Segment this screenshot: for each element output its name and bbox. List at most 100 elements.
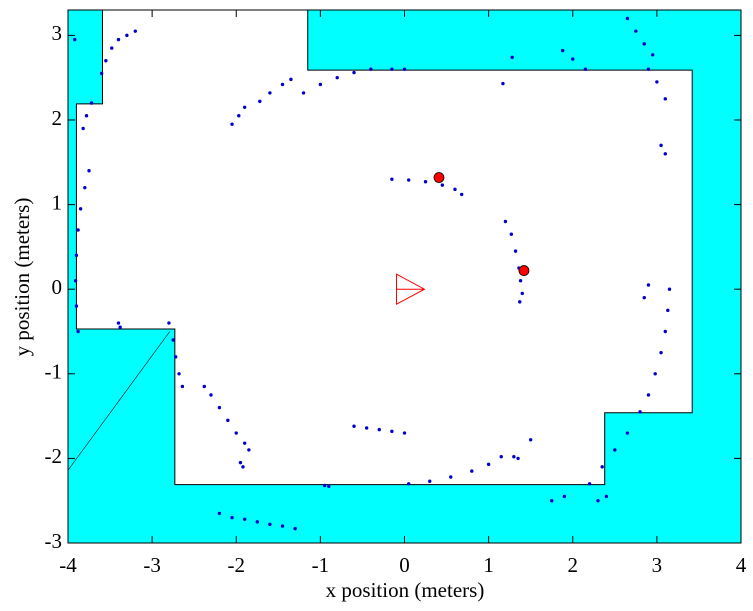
scan-point [499,455,503,459]
scan-point [217,511,222,516]
scan-point [125,33,129,38]
x-tick-label: -1 [312,553,330,577]
scan-point [327,484,331,489]
scan-point [293,526,297,531]
scan-point [663,152,667,156]
scan-point [258,99,262,104]
scan-point [83,185,87,190]
scan-point [550,498,554,503]
scan-point [646,67,651,71]
scan-point [76,228,80,232]
scan-point [583,67,588,71]
scan-point [659,350,663,355]
scan-point [73,37,77,42]
scan-point [659,143,663,148]
scan-point [423,180,428,184]
scan-point [560,48,565,53]
scan-point [518,279,523,283]
scan-point [118,325,122,329]
scan-point [449,475,453,479]
scan-point [73,279,78,283]
scan-point [84,114,89,118]
y-tick-label: 3 [52,21,63,45]
scan-point [230,122,234,126]
y-axis-label: y position (meters) [10,198,34,357]
scan-point [301,91,306,95]
scan-point [116,321,121,325]
x-tick-label: 0 [399,553,410,577]
scan-point [428,479,432,483]
scan-point [663,97,667,101]
scan-point [655,80,659,84]
landmark [518,265,530,276]
scan-point [440,183,445,187]
scan-point [209,393,213,397]
scan-point [503,219,508,224]
scan-point [390,67,394,71]
scan-point [510,55,514,60]
scan-point [76,329,80,334]
scan-point [653,372,657,376]
scan-point [167,321,171,325]
scan-point [74,304,79,308]
scan-point [470,469,474,473]
scan-point [402,431,407,435]
x-tick-label: -2 [228,553,246,577]
y-tick-label: -2 [45,444,63,468]
scan-point [226,418,230,423]
y-tick-label: -3 [45,529,63,553]
x-tick-label: 4 [736,553,747,577]
scan-point [512,455,516,459]
scan-point [87,169,91,173]
scan-point [247,448,251,452]
scan-point [171,338,175,342]
scan-point [518,300,522,304]
scan-point [133,29,137,33]
x-tick-label: 1 [483,553,494,577]
scan-point [642,295,646,300]
scan-point [390,429,394,434]
scan-point [289,77,293,82]
scan-point [587,482,592,486]
scan-point [509,232,514,236]
scan-point [390,177,394,181]
scan-point [116,37,121,42]
scan-point [335,75,339,80]
scan-point [242,517,247,522]
scan-point [268,522,272,527]
scan-point [217,405,222,410]
scan-point [600,465,604,469]
x-tick-label: 2 [568,553,579,577]
scan-point [562,494,567,499]
scan-point [322,483,327,488]
scan-point [177,372,181,376]
scan-point [516,456,520,461]
scan-point [377,427,381,432]
scan-point [604,494,609,499]
scan-point [486,462,491,467]
scan-point [625,431,630,435]
scan-point [513,249,518,253]
scan-point [180,384,185,389]
y-tick-label: 2 [52,106,63,130]
y-tick-label: 1 [52,190,63,214]
scan-point [230,515,234,520]
scan-point [255,520,259,524]
scan-point [242,105,247,109]
scan-ray [67,331,171,471]
scan-point [528,438,533,442]
free-space [75,9,693,486]
scan-point [613,448,617,452]
scan-point [110,46,114,50]
scan-point [625,16,630,21]
scan-point [234,431,238,435]
scan-point [280,82,285,87]
scan-point [663,329,667,334]
scan-point [268,91,272,95]
scan-point [241,465,245,469]
scan-point [638,410,642,414]
scan-point [242,441,247,445]
scan-point [369,67,373,71]
scan-point [402,67,407,71]
